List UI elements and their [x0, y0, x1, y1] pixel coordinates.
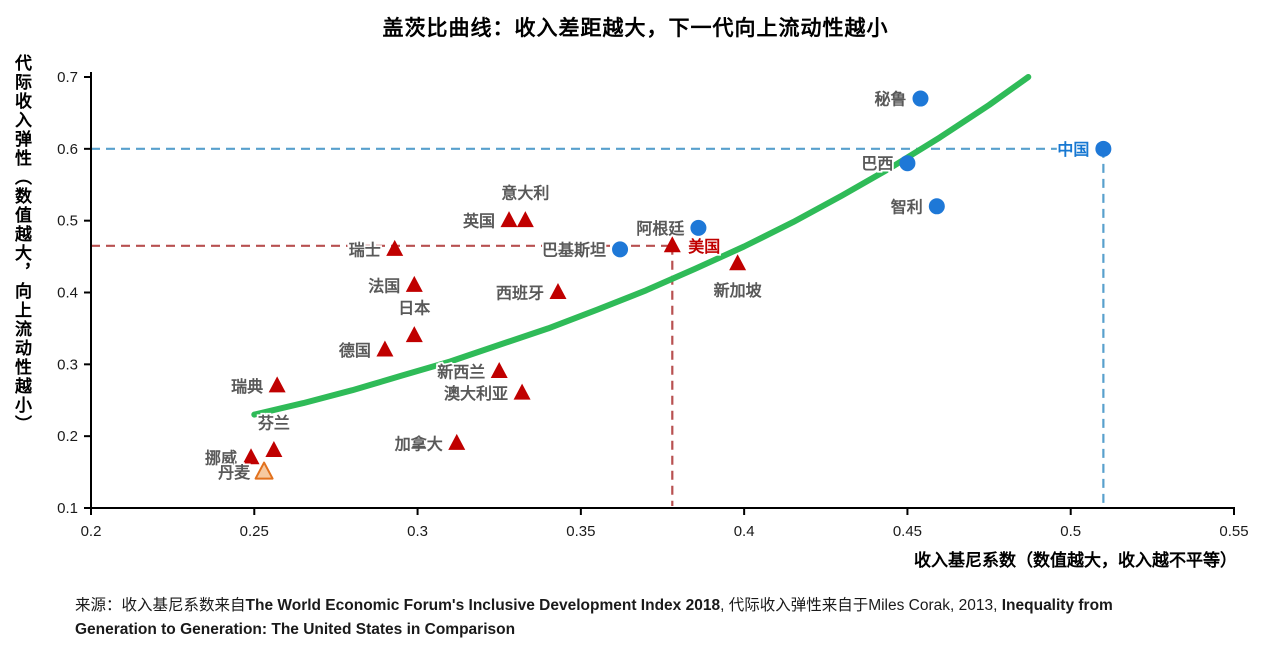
x-axis-title: 收入基尼系数（数值越大，收入越不平等）	[914, 551, 1237, 570]
chart-title: 盖茨比曲线：收入差距越大，下一代向上流动性越小	[382, 17, 889, 40]
x-tick-label: 0.3	[407, 523, 428, 540]
marker-switzerland	[386, 239, 404, 256]
label-italy: 意大利	[501, 184, 549, 203]
marker-france	[405, 275, 423, 292]
label-peru: 秘鲁	[874, 90, 906, 109]
y-tick-label: 0.1	[57, 500, 78, 517]
x-tick-label: 0.45	[893, 523, 922, 540]
label-switzerland: 瑞士	[349, 240, 381, 259]
label-denmark: 丹麦	[218, 464, 251, 482]
marker-canada	[448, 433, 466, 450]
y-tick-label: 0.4	[57, 285, 78, 302]
source-segment-2: , 代际收入弹性来自于Miles Corak, 2013,	[720, 597, 1002, 614]
y-tick-label: 0.5	[57, 213, 78, 230]
x-tick-label: 0.25	[240, 523, 269, 540]
marker-argentina	[690, 219, 707, 236]
marker-spain	[549, 283, 567, 299]
label-singapore: 新加坡	[714, 281, 763, 300]
label-uk: 英国	[462, 212, 495, 231]
source-segment-3: Inequality from Generation to Generation…	[75, 597, 1113, 639]
marker-norway	[242, 448, 260, 465]
y-tick-label: 0.7	[57, 69, 78, 86]
marker-usa	[663, 236, 681, 253]
label-sweden: 瑞典	[231, 377, 263, 396]
source-note: 来源：收入基尼系数来自The World Economic Forum's In…	[75, 594, 1175, 642]
x-tick-label: 0.4	[734, 523, 755, 540]
y-tick-label: 0.6	[57, 141, 78, 158]
marker-singapore	[729, 254, 747, 271]
label-japan: 日本	[398, 299, 430, 318]
data-points	[242, 90, 1112, 480]
label-argentina: 阿根廷	[636, 219, 685, 238]
axes: 0.2 0.25 0.3 0.35 0.4 0.45 0.5 0.550.10.20.30.4…	[57, 69, 1248, 540]
x-tick-label: 0.5	[1060, 523, 1081, 540]
label-australia: 澳大利亚	[444, 384, 508, 403]
marker-uk	[500, 211, 518, 228]
y-axis-title: 代际收入弹性（数值越大，向上流动性越小）	[12, 54, 31, 434]
label-new-zealand: 新西兰	[437, 363, 485, 382]
marker-denmark	[254, 461, 274, 480]
label-pakistan: 巴基斯坦	[542, 240, 606, 259]
label-canada: 加拿大	[394, 434, 443, 453]
marker-china	[1095, 140, 1112, 157]
x-tick-label: 0.55	[1219, 523, 1248, 540]
marker-australia	[513, 383, 531, 400]
marker-pakistan	[612, 241, 629, 258]
marker-new-zealand	[490, 362, 508, 379]
y-tick-label: 0.2	[57, 428, 78, 445]
label-germany: 德国	[339, 341, 371, 360]
label-china: 中国	[1057, 140, 1089, 159]
x-tick-label: 0.35	[566, 523, 595, 540]
marker-japan	[405, 326, 423, 343]
marker-italy	[516, 211, 534, 228]
marker-sweden	[268, 376, 286, 393]
label-norway: 挪威	[205, 449, 237, 468]
reference-lines	[91, 147, 1105, 506]
marker-peru	[912, 90, 929, 107]
label-usa: 美国	[688, 237, 720, 256]
marker-brazil	[899, 155, 916, 172]
x-tick-label: 0.2	[81, 523, 102, 540]
label-spain: 西班牙	[496, 284, 544, 303]
source-segment-1: The World Economic Forum's Inclusive Dev…	[245, 597, 721, 614]
label-chile: 智利	[891, 197, 923, 216]
marker-germany	[376, 340, 394, 357]
label-finland: 芬兰	[257, 414, 290, 433]
source-segment-0: 来源：收入基尼系数来自	[75, 597, 246, 614]
y-tick-label: 0.3	[57, 356, 78, 373]
marker-finland	[265, 441, 283, 458]
marker-chile	[928, 198, 945, 215]
label-france: 法国	[368, 276, 400, 295]
label-brazil: 巴西	[861, 155, 893, 173]
